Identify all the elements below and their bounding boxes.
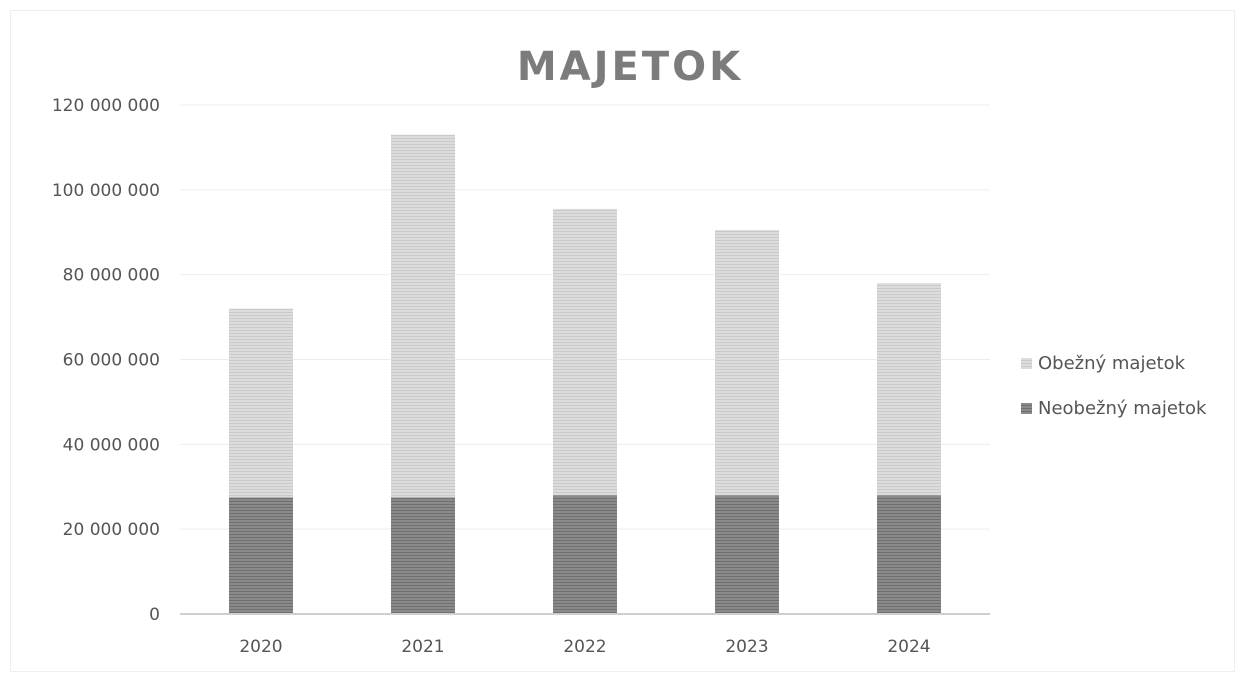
x-tick-label: 2024 — [887, 637, 930, 657]
bars — [229, 134, 941, 614]
bar-obezny-2020 — [229, 308, 293, 498]
y-tick-label: 60 000 000 — [63, 351, 160, 371]
bar-obezny-2024 — [877, 283, 941, 496]
y-tick-label: 0 — [149, 605, 160, 625]
bar-neobezny-2023 — [715, 495, 779, 614]
y-tick-label: 20 000 000 — [63, 520, 160, 540]
gridlines — [180, 104, 990, 530]
x-tick-label: 2022 — [563, 637, 606, 657]
legend: Obežný majetok Neobežný majetok — [1021, 353, 1207, 419]
x-tick-label: 2023 — [725, 637, 768, 657]
bar-neobezny-2020 — [229, 497, 293, 614]
y-axis-ticks: 0 20 000 000 40 000 000 60 000 000 80 000 00… — [52, 96, 160, 625]
y-tick-label: 80 000 000 — [63, 266, 160, 286]
x-axis-ticks: 2020 2021 2022 2023 2024 — [239, 637, 930, 657]
x-tick-label: 2021 — [401, 637, 444, 657]
legend-label: Obežný majetok — [1038, 353, 1186, 374]
y-tick-label: 100 000 000 — [52, 181, 160, 201]
bar-neobezny-2024 — [877, 495, 941, 614]
bar-obezny-2023 — [715, 230, 779, 496]
y-tick-label: 120 000 000 — [52, 96, 160, 116]
legend-swatch — [1021, 403, 1032, 414]
bar-neobezny-2022 — [553, 495, 617, 614]
bar-obezny-2022 — [553, 208, 617, 496]
y-tick-label: 40 000 000 — [63, 435, 160, 455]
legend-swatch — [1021, 358, 1032, 369]
chart-frame — [10, 10, 1235, 672]
bar-neobezny-2021 — [391, 497, 455, 614]
legend-label: Neobežný majetok — [1038, 398, 1207, 419]
x-tick-label: 2020 — [239, 637, 282, 657]
chart-title: MAJETOK — [517, 44, 743, 90]
bar-obezny-2021 — [391, 134, 455, 498]
